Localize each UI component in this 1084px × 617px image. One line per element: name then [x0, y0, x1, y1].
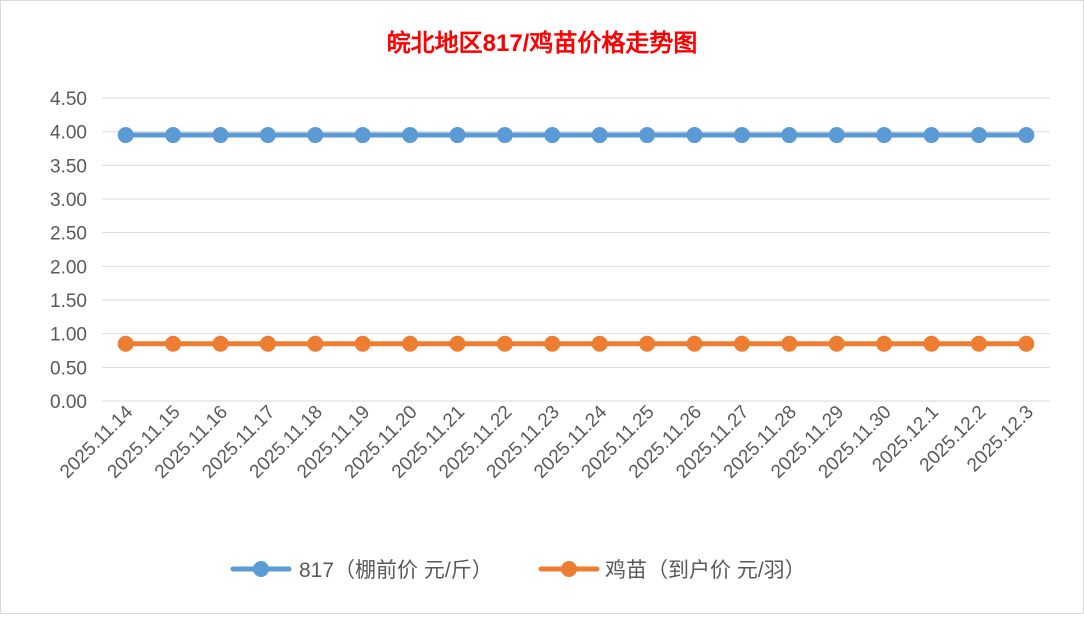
data-point: [259, 127, 276, 144]
y-tick-label: 3.50: [50, 156, 87, 177]
y-tick-label: 1.50: [50, 291, 87, 312]
data-point: [259, 335, 276, 352]
data-point: [876, 335, 893, 352]
legend-marker-icon: [253, 561, 269, 577]
data-point: [686, 335, 703, 352]
data-point: [781, 127, 798, 144]
data-point: [212, 127, 229, 144]
y-tick-label: 4.50: [50, 89, 87, 110]
legend-item: 817（棚前价 元/斤）: [230, 559, 493, 582]
data-point: [733, 335, 750, 352]
data-point: [970, 127, 987, 144]
data-point: [402, 127, 419, 144]
data-point: [781, 335, 798, 352]
data-point: [212, 335, 229, 352]
data-point: [639, 127, 656, 144]
data-point: [828, 127, 845, 144]
data-point: [544, 335, 561, 352]
data-point: [354, 127, 371, 144]
data-point: [828, 335, 845, 352]
y-tick-label: 2.00: [50, 257, 87, 278]
data-point: [402, 335, 419, 352]
chart-title: 皖北地区817/鸡苗价格走势图: [387, 29, 698, 57]
legend-marker-icon: [561, 561, 577, 577]
legend-label: 817（棚前价 元/斤）: [299, 559, 493, 582]
data-point: [165, 335, 182, 352]
data-point: [307, 335, 324, 352]
data-point: [1018, 127, 1035, 144]
data-point: [449, 127, 466, 144]
data-point: [686, 127, 703, 144]
series-0: [117, 127, 1035, 144]
legend-item: 鸡苗（到户价 元/羽）: [538, 559, 806, 582]
y-tick-label: 4.00: [50, 123, 87, 144]
data-point: [544, 127, 561, 144]
legend-label: 鸡苗（到户价 元/羽）: [605, 559, 806, 582]
data-point: [591, 335, 608, 352]
data-point: [165, 127, 182, 144]
data-point: [117, 127, 134, 144]
data-point: [496, 335, 513, 352]
y-tick-label: 2.50: [50, 224, 87, 245]
data-point: [923, 127, 940, 144]
series-1: [117, 335, 1035, 352]
data-point: [591, 127, 608, 144]
y-tick-label: 0.50: [50, 358, 87, 379]
data-point: [733, 127, 750, 144]
data-point: [449, 335, 466, 352]
data-point: [639, 335, 656, 352]
data-point: [923, 335, 940, 352]
data-point: [354, 335, 371, 352]
data-point: [117, 335, 134, 352]
y-tick-label: 3.00: [50, 190, 87, 211]
data-point: [876, 127, 893, 144]
data-point: [1018, 335, 1035, 352]
data-point: [496, 127, 513, 144]
data-point: [970, 335, 987, 352]
data-point: [307, 127, 324, 144]
y-tick-label: 1.00: [50, 325, 87, 346]
y-tick-label: 0.00: [50, 392, 87, 413]
